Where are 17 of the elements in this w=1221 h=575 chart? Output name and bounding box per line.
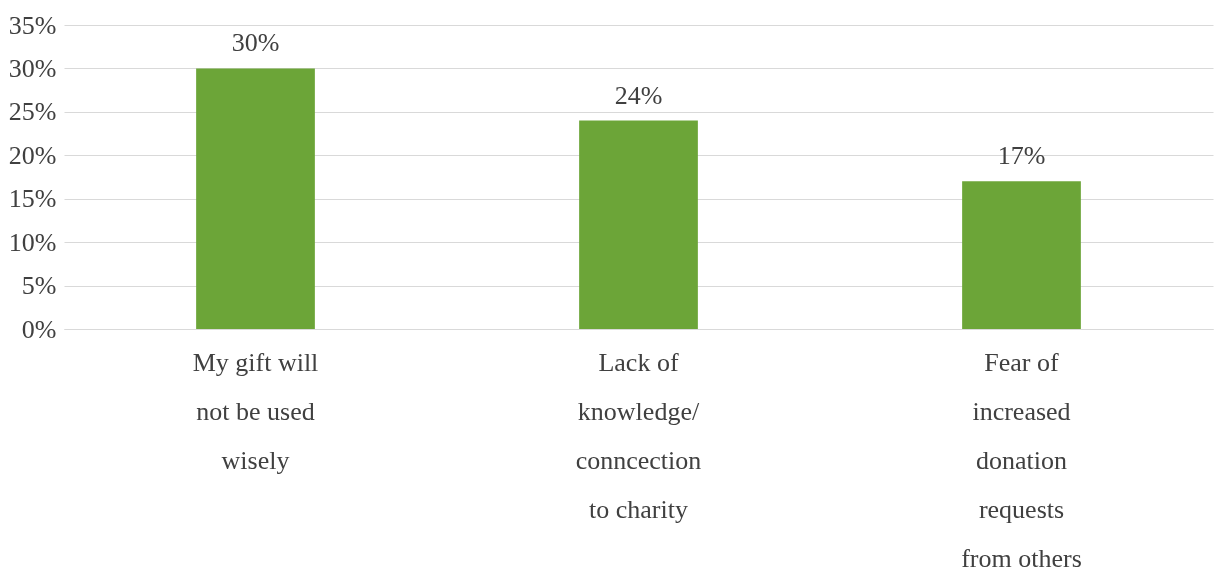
y-tick-label: 10% [8, 227, 57, 257]
y-tick-label: 15% [8, 184, 57, 214]
y-tick-label: 20% [8, 140, 57, 170]
y-tick-label: 30% [8, 53, 57, 83]
y-tick-label: 25% [8, 97, 57, 127]
bar [579, 120, 698, 329]
data-label: 17% [997, 141, 1046, 171]
y-tick-label: 0% [21, 314, 57, 344]
data-label: 30% [231, 28, 280, 58]
y-tick-label: 35% [8, 10, 57, 40]
x-tick-label: Lack of knowledge/ conncection to charity [575, 347, 702, 524]
x-tick-label: Fear of increased donation requests from others [961, 347, 1082, 573]
x-tick-label: My gift will not be used wisely [192, 347, 319, 475]
bar [962, 181, 1081, 329]
bar [196, 68, 315, 329]
data-label: 24% [614, 80, 663, 110]
y-tick-label: 5% [21, 271, 57, 301]
